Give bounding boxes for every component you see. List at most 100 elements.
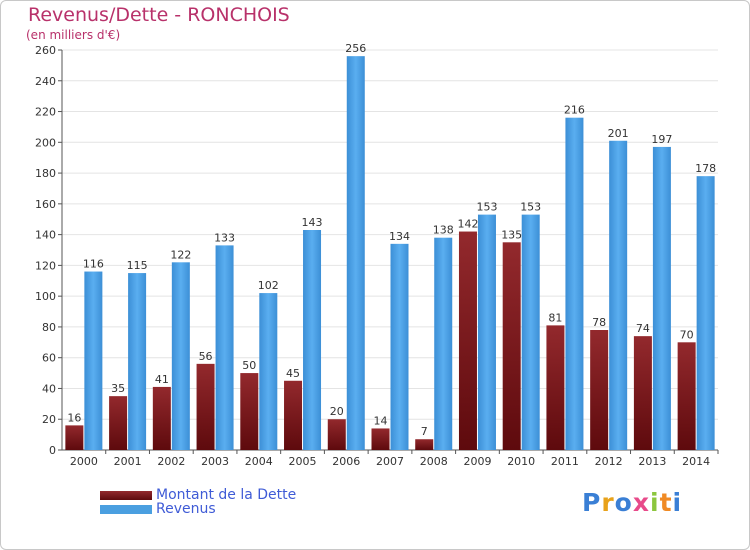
- bar-debt: [109, 396, 128, 450]
- data-label-debt: 78: [592, 316, 606, 329]
- bar-revenue: [346, 56, 365, 451]
- data-label-debt: 35: [111, 382, 125, 395]
- x-tick-label: 2007: [376, 455, 404, 468]
- axes: 0204060801001201401601802002202402602000…: [35, 44, 719, 468]
- data-label-debt: 142: [457, 218, 478, 231]
- data-label-debt: 7: [421, 425, 428, 438]
- x-tick-label: 2011: [551, 455, 579, 468]
- legend-item-debt: Montant de la Dette: [100, 487, 296, 503]
- bar-revenue: [171, 262, 190, 450]
- legend-swatch-revenue: [100, 504, 152, 514]
- data-label-debt: 74: [636, 322, 650, 335]
- legend-label-debt: Montant de la Dette: [156, 487, 297, 503]
- data-label-revenue: 122: [170, 248, 191, 261]
- bar-revenue: [303, 230, 322, 450]
- logo-letter: i: [650, 488, 660, 517]
- x-tick-label: 2008: [420, 455, 448, 468]
- data-label-revenue: 115: [127, 259, 148, 272]
- data-label-revenue: 143: [302, 216, 323, 229]
- x-tick-label: 2005: [289, 455, 317, 468]
- grid: [62, 49, 718, 420]
- y-tick-label: 100: [35, 290, 56, 303]
- bar-debt: [152, 386, 171, 450]
- bar-debt: [196, 363, 215, 450]
- x-tick-label: 2012: [595, 455, 623, 468]
- bar-debt: [284, 380, 303, 450]
- bar-revenue: [215, 245, 234, 450]
- data-label-revenue: 201: [608, 127, 629, 140]
- data-label-revenue: 116: [83, 258, 104, 271]
- y-tick-label: 0: [49, 444, 56, 457]
- data-label-debt: 45: [286, 367, 300, 380]
- x-tick-label: 2001: [114, 455, 142, 468]
- bar-revenue: [652, 146, 671, 450]
- data-label-revenue: 102: [258, 279, 279, 292]
- bar-revenue: [696, 176, 715, 450]
- x-tick-label: 2006: [332, 455, 360, 468]
- bar-revenue: [259, 293, 278, 450]
- data-label-revenue: 134: [389, 230, 410, 243]
- chart-subtitle: (en milliers d'€): [26, 28, 121, 42]
- data-label-revenue: 197: [651, 133, 672, 146]
- bar-debt: [458, 231, 477, 450]
- logo-letter: t: [659, 488, 673, 517]
- data-label-revenue: 216: [564, 104, 585, 117]
- x-tick-label: 2002: [157, 455, 185, 468]
- data-label-debt: 20: [330, 405, 344, 418]
- bar-debt: [590, 330, 609, 450]
- bar-debt: [677, 342, 696, 450]
- legend-label-revenue: Revenus: [156, 501, 216, 517]
- y-tick-label: 80: [42, 321, 56, 334]
- logo-letter: o: [614, 488, 633, 517]
- x-tick-label: 2003: [201, 455, 229, 468]
- data-label-debt: 56: [199, 350, 213, 363]
- y-tick-label: 180: [35, 167, 56, 180]
- x-tick-label: 2004: [245, 455, 273, 468]
- y-tick-label: 140: [35, 229, 56, 242]
- data-label-debt: 81: [548, 311, 562, 324]
- data-label-revenue: 153: [520, 201, 541, 214]
- chart-title: Revenus/Dette - RONCHOIS: [28, 4, 290, 26]
- data-label-revenue: 138: [433, 224, 454, 237]
- x-tick-label: 2013: [638, 455, 666, 468]
- legend-item-revenue: Revenus: [100, 501, 216, 517]
- x-tick-label: 2014: [682, 455, 710, 468]
- data-labels: 16 116 35 115 41 122 56 133 50 102 45 143 20 256 14 134…: [67, 42, 716, 438]
- data-label-revenue: 256: [345, 42, 366, 55]
- bar-debt: [240, 373, 259, 450]
- data-label-debt: 70: [680, 328, 694, 341]
- logo-letter: x: [632, 488, 650, 517]
- proxiti-logo: Proxiti: [582, 488, 682, 517]
- data-label-revenue: 153: [476, 201, 497, 214]
- bar-debt: [371, 428, 390, 450]
- bar-revenue: [84, 271, 103, 450]
- bar-revenue: [521, 214, 540, 450]
- x-tick-label: 2010: [507, 455, 535, 468]
- bar-revenue: [609, 140, 628, 450]
- bar-revenue: [390, 243, 409, 450]
- bar-debt: [546, 325, 565, 450]
- y-tick-label: 120: [35, 259, 56, 272]
- legend-swatch-debt: [100, 490, 152, 500]
- bar-revenue: [565, 117, 584, 450]
- data-label-revenue: 178: [695, 162, 716, 175]
- data-label-debt: 50: [242, 359, 256, 372]
- bars: [65, 56, 715, 451]
- bar-revenue: [128, 273, 147, 450]
- y-tick-label: 60: [42, 352, 56, 365]
- y-tick-label: 240: [35, 75, 56, 88]
- bar-debt: [502, 242, 521, 450]
- data-label-debt: 135: [501, 228, 522, 241]
- data-label-revenue: 133: [214, 231, 235, 244]
- y-tick-label: 20: [42, 413, 56, 426]
- bar-debt: [633, 336, 652, 450]
- x-tick-label: 2000: [70, 455, 98, 468]
- x-tick-label: 2009: [463, 455, 491, 468]
- y-tick-label: 200: [35, 136, 56, 149]
- bar-debt: [327, 419, 346, 450]
- data-label-debt: 16: [67, 411, 81, 424]
- bar-revenue: [434, 237, 453, 450]
- data-label-debt: 14: [374, 414, 388, 427]
- bar-debt: [415, 439, 434, 450]
